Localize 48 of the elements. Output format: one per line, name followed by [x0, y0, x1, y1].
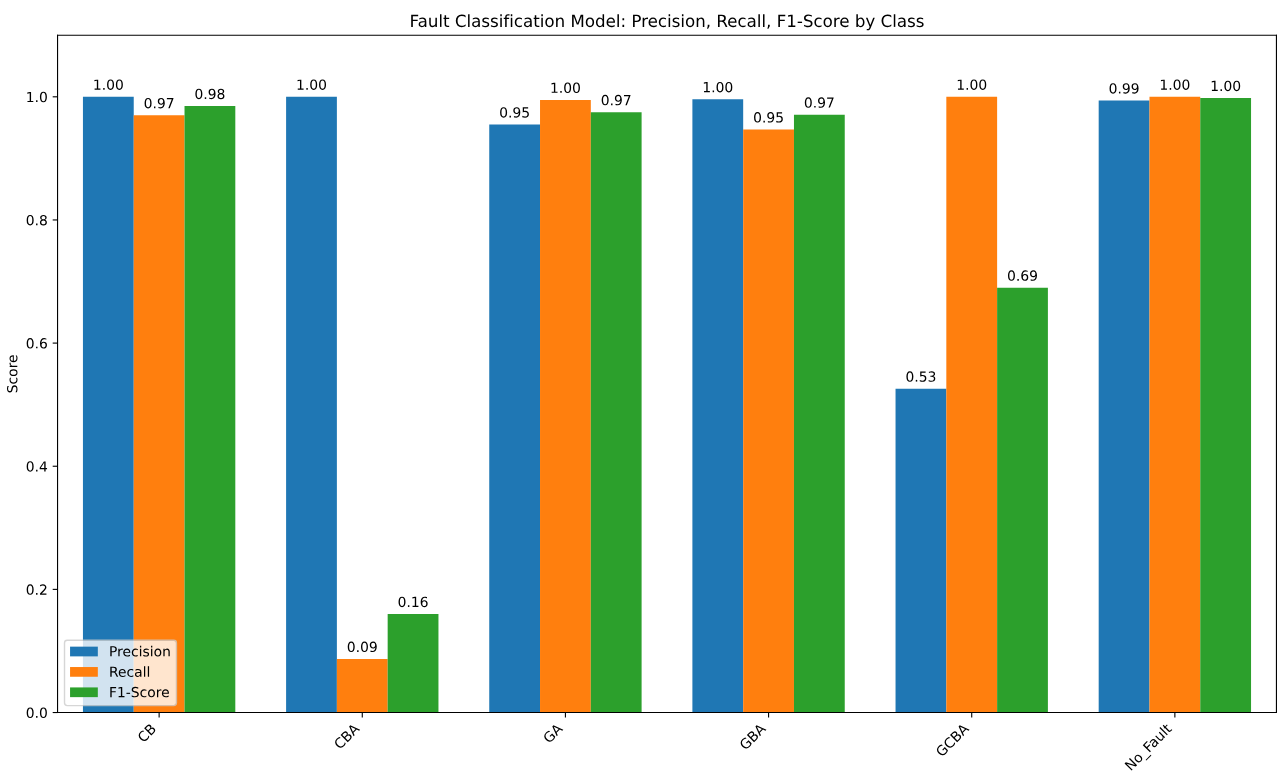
y-tick-label: 0.2 — [26, 584, 47, 595]
data-label: 0.95 — [754, 112, 783, 123]
data-label: 0.97 — [804, 97, 834, 108]
data-label: 0.97 — [144, 97, 174, 109]
bar — [692, 99, 744, 713]
bar — [895, 388, 947, 713]
bar — [793, 114, 845, 713]
legend-label: Recall — [110, 666, 150, 677]
data-label: 1.00 — [551, 82, 580, 94]
bar — [997, 287, 1048, 713]
data-label: 0.69 — [1007, 270, 1037, 281]
bar — [743, 129, 794, 713]
bar — [946, 96, 998, 713]
legend-label: F1-Score — [110, 686, 169, 698]
y-axis-title: Score — [6, 355, 18, 393]
x-tick-label: CBA — [333, 722, 361, 750]
data-label: 0.98 — [195, 88, 225, 100]
chart-title: Fault Classification Model: Precision, Recall, F1-Score by Class — [411, 14, 924, 31]
y-tick-label: 0.0 — [26, 707, 47, 718]
bar — [286, 96, 337, 713]
legend-label: Precision — [110, 645, 170, 657]
y-tick-label: 1.0 — [27, 91, 47, 103]
data-label: 1.00 — [1211, 80, 1241, 92]
bar — [489, 124, 541, 713]
bar — [1098, 100, 1150, 713]
data-label: 1.00 — [957, 79, 987, 90]
data-label: 0.16 — [398, 596, 428, 608]
data-label: 1.00 — [1160, 79, 1190, 90]
x-tick-label: GA — [542, 722, 564, 744]
bar — [336, 658, 388, 713]
x-tick-label: CB — [136, 723, 157, 743]
data-label: 0.99 — [1109, 83, 1139, 94]
data-label: 0.09 — [347, 641, 377, 653]
data-label: 0.53 — [906, 371, 936, 382]
bar — [1149, 96, 1201, 713]
data-label: 1.00 — [94, 79, 123, 90]
data-label: 0.95 — [500, 107, 529, 118]
data-label: 1.00 — [297, 79, 327, 90]
data-label: 0.97 — [601, 94, 631, 106]
bar — [590, 112, 642, 713]
bar — [184, 106, 236, 713]
data-label: 1.00 — [703, 81, 733, 93]
y-tick-label: 0.4 — [26, 461, 48, 472]
y-tick-label: 0.6 — [26, 338, 47, 349]
bar — [387, 614, 439, 713]
y-tick-label: 0.8 — [26, 214, 47, 226]
bar — [540, 99, 591, 713]
bar — [1200, 98, 1252, 713]
